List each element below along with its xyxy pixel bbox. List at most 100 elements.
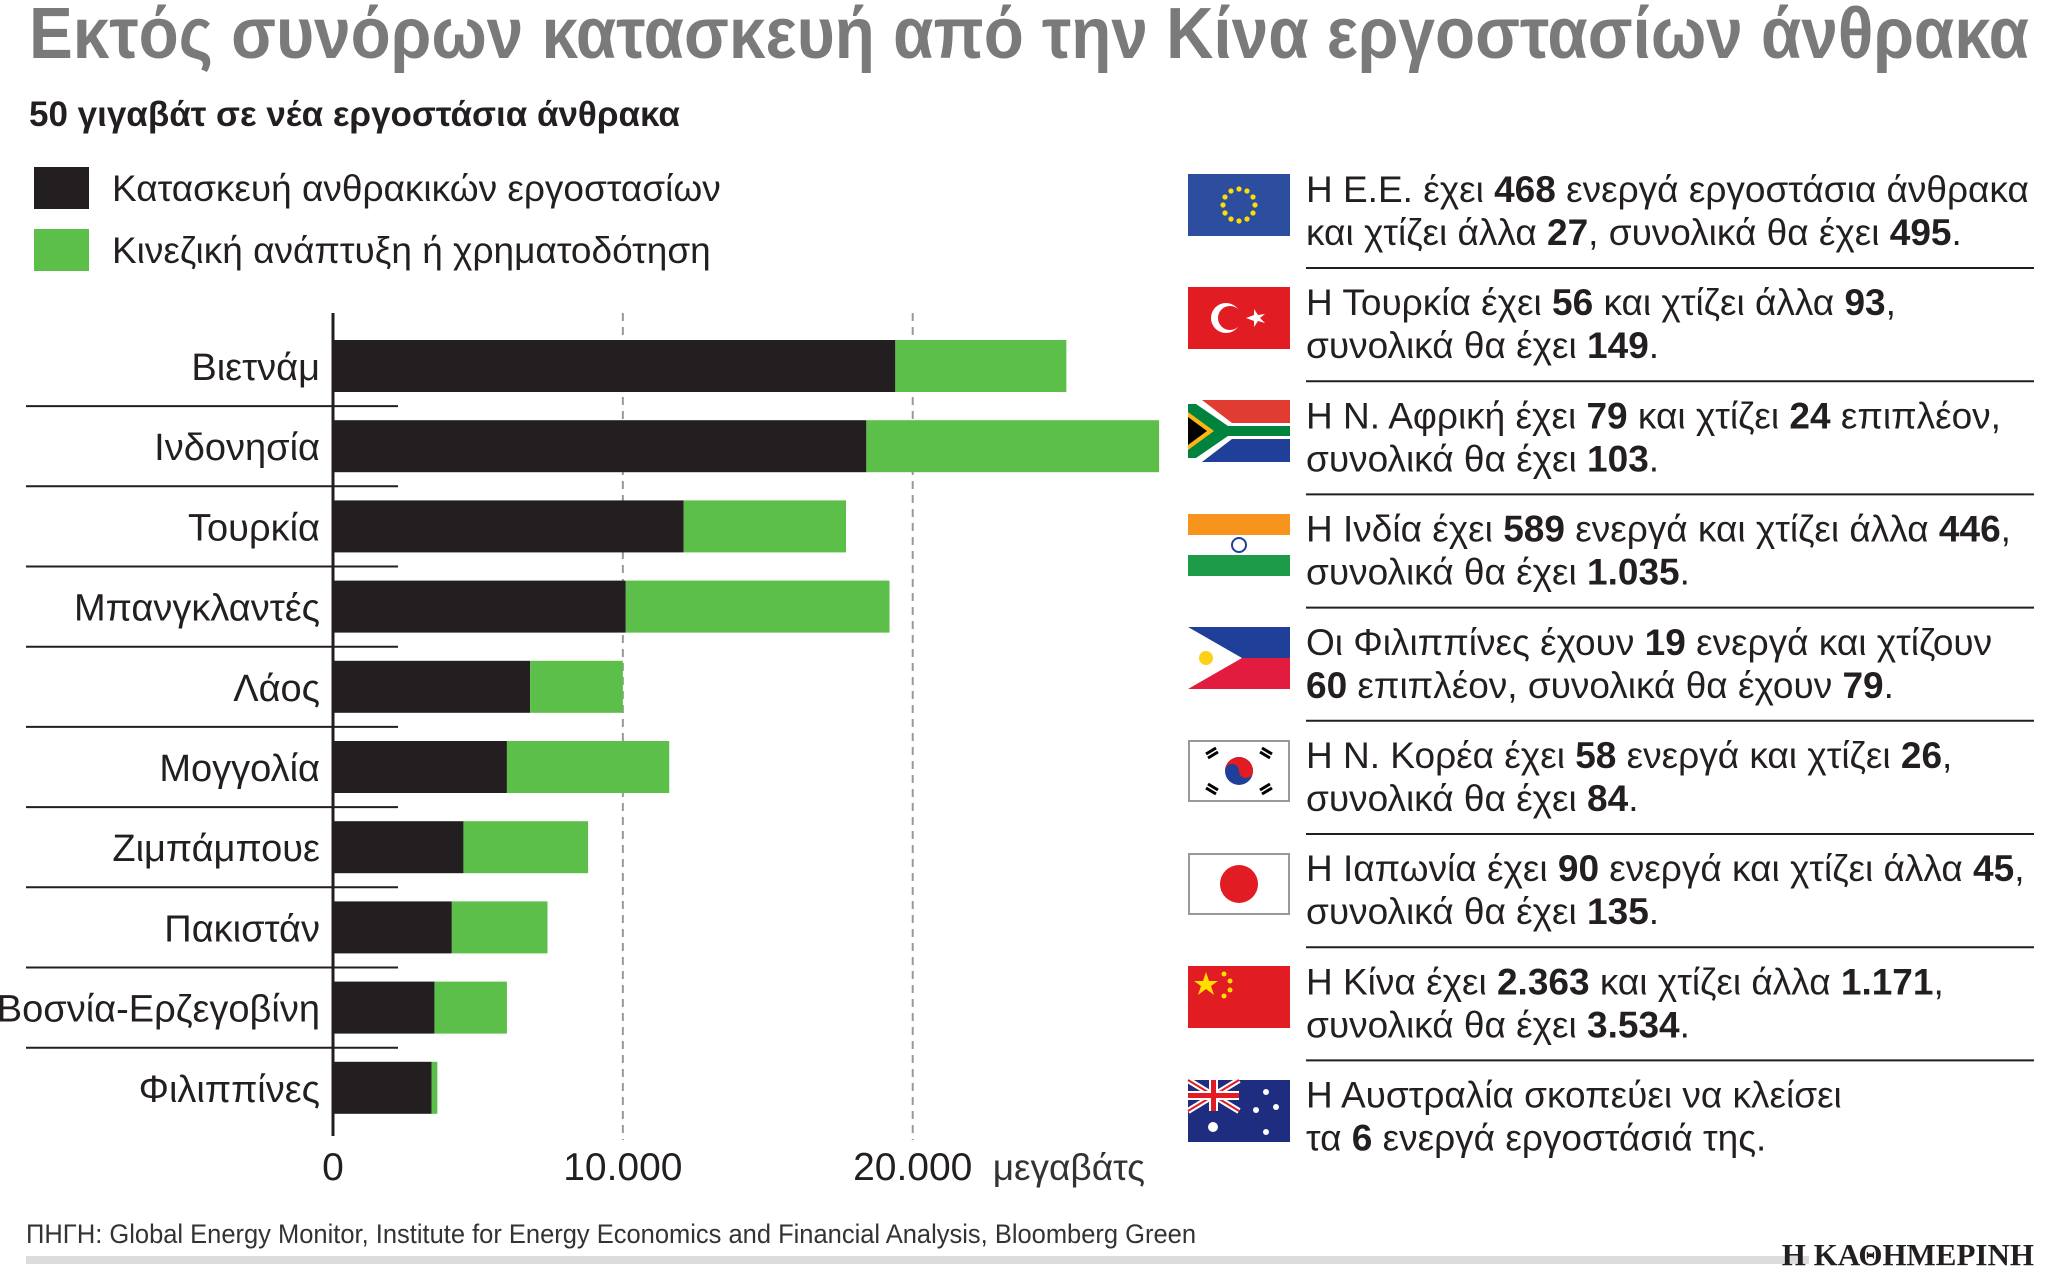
flag-philippines: [1188, 627, 1290, 689]
note-text: ,: [1933, 961, 1943, 1002]
note-text: .: [1680, 552, 1690, 593]
flag-eu: [1188, 174, 1290, 236]
note-number: 135: [1587, 891, 1649, 932]
flag-india: [1188, 514, 1290, 576]
flags: [1186, 174, 1290, 1142]
note-text: και χτίζει άλλα: [1593, 282, 1844, 323]
flag-turkey: [1188, 287, 1290, 349]
legend-label: Κινεζική ανάπτυξη ή χρηματοδότηση: [112, 230, 711, 271]
note-text: Η Ιαπωνία έχει: [1306, 848, 1558, 889]
note-text: , συνολικά θα έχει: [1588, 212, 1890, 253]
note-text: Η Τουρκία έχει: [1306, 282, 1552, 323]
note-text: Η Ινδία έχει: [1306, 509, 1503, 550]
note-line: τα 6 ενεργά εργοστάσιά της.: [1306, 1118, 1766, 1159]
note-text: Η Ε.Ε. έχει: [1306, 169, 1494, 210]
bar-segment: [683, 500, 847, 553]
note-number: 589: [1503, 509, 1565, 550]
note-text: .: [1680, 1004, 1690, 1045]
category-label: Πακιστάν: [164, 908, 320, 950]
flag-china: [1188, 966, 1290, 1028]
category-label: Βοσνία-Ερζεγοβίνη: [0, 989, 320, 1031]
note-line: Η Ινδία έχει 589 ενεργά και χτίζει άλλα …: [1306, 509, 2011, 550]
note-number: 446: [1939, 509, 2001, 550]
legend-label: Κατασκευή ανθρακικών εργοστασίων: [112, 168, 721, 209]
note-text: συνολικά θα έχει: [1306, 438, 1587, 479]
bar-segment: [463, 821, 589, 874]
note-number: 495: [1890, 212, 1952, 253]
note-number: 149: [1587, 325, 1649, 366]
note-text: ενεργά και χτίζει: [1616, 735, 1901, 776]
note-line: Η Ε.Ε. έχει 468 ενεργά εργοστάσια άνθρακ…: [1306, 169, 2029, 210]
note-text: .: [1649, 438, 1659, 479]
flag-japan: [1188, 853, 1290, 915]
category-label: Ινδονησία: [154, 427, 320, 469]
category-label: Λάος: [233, 668, 320, 710]
note-line: Η Ν. Κορέα έχει 58 ενεργά και χτίζει 26,: [1306, 735, 1952, 776]
category-label: Μογγολία: [159, 748, 320, 790]
note-text: ενεργά και χτίζει άλλα: [1565, 509, 1939, 550]
brand: Η ΚΑΘΗΜΕΡΙΝΗ: [1782, 1237, 2034, 1272]
note-number: 24: [1789, 395, 1831, 436]
note-number: 93: [1844, 282, 1885, 323]
note-number: 56: [1552, 282, 1593, 323]
category-label: Ζιμπάμπουε: [112, 828, 320, 870]
bar-segment: [333, 901, 452, 954]
note-number: 6: [1352, 1118, 1373, 1159]
legend-swatch: [34, 229, 89, 271]
bar-segment: [333, 420, 867, 473]
note-line: Η Κίνα έχει 2.363 και χτίζει άλλα 1.171,: [1306, 961, 1944, 1002]
note-number: 19: [1645, 622, 1686, 663]
note-text: και χτίζει: [1628, 395, 1790, 436]
bar-segment: [530, 660, 623, 713]
bar-segment: [866, 420, 1160, 473]
note-text: ενεργά εργοστάσιά της.: [1372, 1118, 1766, 1159]
note-line: συνολικά θα έχει 103.: [1306, 438, 1659, 479]
note-number: 1.171: [1841, 961, 1934, 1002]
bar-segment: [895, 340, 1067, 392]
bar-segment: [434, 981, 507, 1034]
legend-swatch: [34, 167, 89, 209]
note-number: 103: [1587, 438, 1649, 479]
bar-segment: [431, 1061, 438, 1114]
note-number: 79: [1586, 395, 1627, 436]
category-label: Βιετνάμ: [191, 347, 320, 389]
note-text: ενεργά και χτίζει άλλα: [1599, 848, 1973, 889]
note-text: επιπλέον, συνολικά θα έχουν: [1347, 665, 1842, 706]
note-number: 3.534: [1587, 1004, 1680, 1045]
note-text: .: [1649, 891, 1659, 932]
note-number: 468: [1494, 169, 1556, 210]
note-text: τα: [1306, 1118, 1352, 1159]
bar-segment: [506, 741, 670, 793]
note-line: συνολικά θα έχει 1.035.: [1306, 552, 1690, 593]
note-text: συνολικά θα έχει: [1306, 891, 1587, 932]
category-label: Τουρκία: [188, 507, 320, 549]
bar-segment: [333, 741, 507, 793]
note-text: επιπλέον,: [1831, 395, 2001, 436]
footer-bar: [26, 1256, 1809, 1264]
note-line: Η Τουρκία έχει 56 και χτίζει άλλα 93,: [1306, 282, 1896, 323]
note-line: Οι Φιλιππίνες έχουν 19 ενεργά και χτίζου…: [1306, 622, 1992, 663]
note-text: και χτίζει άλλα: [1306, 212, 1547, 253]
note-text: συνολικά θα έχει: [1306, 1004, 1587, 1045]
note-number: 27: [1547, 212, 1588, 253]
note-text: ,: [1886, 282, 1896, 323]
note-number: 60: [1306, 665, 1347, 706]
flag-south-africa: [1188, 400, 1290, 462]
bar-segment: [451, 901, 548, 954]
note-number: 45: [1973, 848, 2014, 889]
note-line: Η Αυστραλία σκοπεύει να κλείσει: [1306, 1075, 1842, 1116]
title: Εκτός συνόρων κατασκευή από την Κίνα εργ…: [29, 0, 2029, 74]
note-text: Οι Φιλιππίνες έχουν: [1306, 622, 1645, 663]
flag-south-korea: [1188, 740, 1290, 802]
note-text: συνολικά θα έχει: [1306, 325, 1587, 366]
bar-segment: [625, 580, 890, 633]
source: ΠΗΓΗ: Global Energy Monitor, Institute f…: [26, 1219, 1196, 1249]
x-tick-label: 10.000: [563, 1146, 682, 1189]
note-text: .: [1884, 665, 1894, 706]
bar-segment: [333, 821, 464, 874]
note-text: συνολικά θα έχει: [1306, 778, 1587, 819]
subtitle: 50 γιγαβάτ σε νέα εργοστάσια άνθρακα: [29, 95, 680, 134]
note-number: 1.035: [1587, 552, 1680, 593]
